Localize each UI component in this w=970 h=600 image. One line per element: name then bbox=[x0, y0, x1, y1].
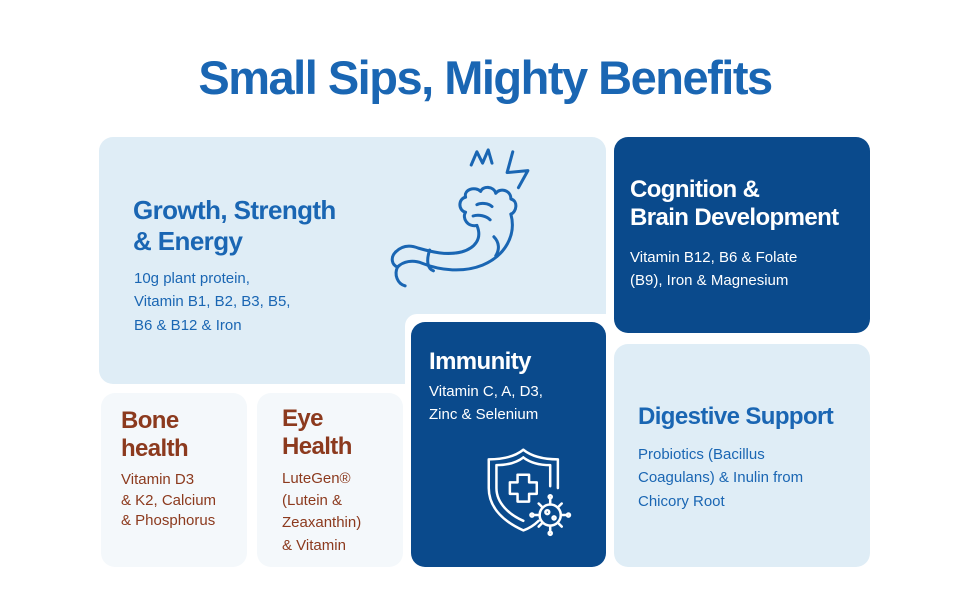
bone-heading: Bone health bbox=[121, 407, 189, 463]
eye-card bbox=[257, 393, 403, 567]
cognition-heading: Cognition & Brain Development bbox=[630, 176, 839, 232]
immunity-card bbox=[411, 322, 606, 567]
growth-heading: Growth, Strength & Energy bbox=[133, 195, 336, 256]
eye-body: LuteGen® (Lutein & Zeaxanthin) & Vitamin bbox=[282, 470, 362, 554]
page-title: Small Sips, Mighty Benefits bbox=[198, 51, 773, 104]
cognition-body: Vitamin B12, B6 & Folate (B9), Iron & Ma… bbox=[630, 249, 798, 290]
bone-body: Vitamin D3 & K2, Calcium & Phosphorus bbox=[121, 471, 217, 530]
shield-virus-icon bbox=[487, 448, 572, 537]
digestive-heading: Digestive Support bbox=[638, 403, 834, 430]
digestive-body: Probiotics (Bacillus Coagulans) & Inulin… bbox=[638, 446, 804, 510]
growth-body: 10g plant protein, Vitamin B1, B2, B3, B… bbox=[134, 270, 291, 334]
bone-card bbox=[101, 393, 247, 567]
flexed-arm-icon bbox=[390, 148, 530, 288]
eye-heading: Eye Health bbox=[282, 405, 352, 461]
growth-card-extension bbox=[99, 300, 405, 384]
cognition-card bbox=[614, 137, 870, 333]
immunity-body: Vitamin C, A, D3, Zinc & Selenium bbox=[429, 383, 543, 424]
immunity-heading: Immunity bbox=[429, 348, 531, 375]
digestive-card bbox=[614, 344, 870, 567]
